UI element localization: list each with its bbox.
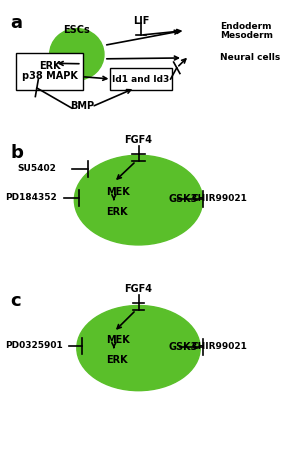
Text: LIF: LIF	[133, 16, 149, 26]
Text: Endoderm: Endoderm	[220, 22, 271, 30]
Text: ERK: ERK	[39, 61, 60, 71]
Ellipse shape	[50, 29, 104, 80]
Text: ERK: ERK	[106, 355, 128, 365]
Text: Neural cells: Neural cells	[220, 54, 280, 63]
Text: Id1 and Id3: Id1 and Id3	[112, 74, 170, 84]
Text: CHIR99021: CHIR99021	[191, 342, 247, 351]
Text: PD0325901: PD0325901	[5, 341, 63, 350]
Text: MEK: MEK	[106, 187, 130, 197]
Text: ESCs: ESCs	[63, 25, 90, 35]
Text: p38 MAPK: p38 MAPK	[22, 71, 78, 81]
Text: PD184352: PD184352	[5, 193, 57, 202]
Ellipse shape	[77, 306, 200, 391]
Text: c: c	[10, 292, 21, 310]
Text: MEK: MEK	[106, 335, 130, 345]
Text: ERK: ERK	[106, 207, 128, 217]
Text: b: b	[10, 144, 23, 162]
Text: FGF4: FGF4	[124, 284, 152, 294]
Ellipse shape	[74, 155, 203, 245]
Text: CHIR99021: CHIR99021	[191, 194, 247, 203]
Text: BMP: BMP	[70, 101, 94, 111]
Text: Mesoderm: Mesoderm	[220, 30, 273, 39]
Text: FGF4: FGF4	[124, 135, 152, 145]
Text: SU5402: SU5402	[17, 164, 56, 173]
FancyBboxPatch shape	[16, 54, 83, 90]
Text: GSK3: GSK3	[168, 194, 198, 204]
Text: GSK3: GSK3	[168, 342, 198, 352]
Text: a: a	[10, 14, 22, 32]
FancyBboxPatch shape	[110, 68, 172, 90]
